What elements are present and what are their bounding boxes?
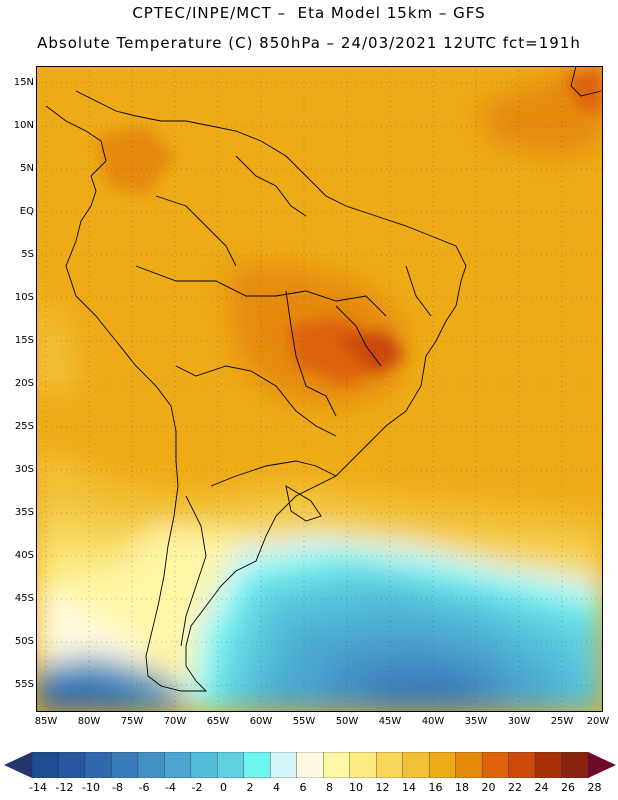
lat-label: 15S	[14, 335, 34, 346]
temperature-map	[36, 66, 603, 712]
colorbar-cell	[455, 752, 483, 778]
colorbar-label: 28	[587, 781, 602, 794]
lat-label: 35S	[14, 507, 34, 518]
lon-label: 85W	[34, 716, 58, 727]
colorbar-label: 20	[481, 781, 496, 794]
colorbar-cell	[375, 752, 404, 778]
lon-label: 50W	[335, 716, 359, 727]
colorbar-label: -12	[55, 781, 74, 794]
colorbar-label: 24	[534, 781, 549, 794]
colorbar-label: 2	[246, 781, 254, 794]
colorbar-label: 8	[326, 781, 333, 794]
colorbar-label: 14	[402, 781, 416, 794]
colorbar-label: 26	[561, 781, 575, 794]
colorbar-label: 0	[220, 781, 227, 794]
lat-label: 15N	[13, 77, 34, 88]
lat-label: 30S	[14, 464, 34, 475]
colorbar-cell	[323, 752, 351, 778]
map-frame	[36, 66, 603, 712]
lon-label: 65W	[206, 716, 230, 727]
lat-label: 5N	[20, 163, 34, 174]
colorbar-label: 18	[455, 781, 469, 794]
colorbar-label: -14	[29, 781, 47, 794]
colorbar-label: 12	[375, 781, 390, 794]
lon-label: 25W	[550, 716, 574, 727]
lat-label: 20S	[14, 378, 34, 389]
colorbar-cell	[508, 752, 536, 778]
coastlines	[45, 66, 602, 692]
lon-label: 35W	[464, 716, 488, 727]
colorbar-cell	[190, 752, 219, 778]
colorbar-label: -8	[112, 781, 123, 794]
lon-label: 20W	[586, 716, 610, 727]
lat-label: 40S	[14, 550, 34, 561]
lat-label: 45S	[14, 593, 34, 604]
colorbar-overflow-arrow	[588, 752, 616, 778]
lon-label: 40W	[421, 716, 445, 727]
colorbar-label: 16	[428, 781, 443, 794]
lon-label: 45W	[378, 716, 402, 727]
colorbar-cell	[111, 752, 139, 778]
lat-label: 10S	[14, 292, 34, 303]
lat-label: EQ	[19, 206, 34, 217]
colorbar-cell	[270, 752, 298, 778]
lon-label: 55W	[292, 716, 316, 727]
lon-label: 60W	[249, 716, 273, 727]
colorbar-label: -10	[82, 781, 100, 794]
lat-label: 10N	[13, 120, 34, 131]
colorbar-cell	[243, 752, 271, 778]
lat-label: 55S	[14, 679, 34, 690]
colorbar-cell	[349, 752, 377, 778]
colorbar-label: -6	[138, 781, 150, 794]
lat-label: 50S	[14, 636, 34, 647]
colorbar-cell	[561, 752, 589, 778]
colorbar-cell	[402, 752, 430, 778]
colorbar-label: 6	[299, 781, 307, 794]
map-subtitle: Absolute Temperature (C) 850hPa – 24/03/…	[37, 34, 581, 52]
colorbar-label: 22	[508, 781, 522, 794]
lat-label: 25S	[14, 421, 34, 432]
lon-label: 75W	[120, 716, 144, 727]
map-title: CPTEC/INPE/MCT – Eta Model 15km – GFS	[132, 4, 486, 22]
colorbar-cell	[137, 752, 166, 778]
colorbar-underflow-arrow	[4, 752, 32, 778]
colorbar-cell	[481, 752, 510, 778]
colorbar-cell	[428, 752, 457, 778]
colorbar-cell	[84, 752, 113, 778]
lat-label: 5S	[21, 249, 34, 260]
colorbar-cell	[534, 752, 563, 778]
lon-label: 30W	[507, 716, 531, 727]
colorbar-label: -2	[191, 781, 203, 794]
colorbar-cell	[164, 752, 192, 778]
colorbar-cell	[31, 752, 60, 778]
colorbar-cell	[217, 752, 245, 778]
colorbar-label: 10	[349, 781, 363, 794]
lon-label: 80W	[77, 716, 101, 727]
colorbar	[4, 752, 616, 778]
colorbar-cell	[296, 752, 324, 778]
colorbar-label: -4	[165, 781, 176, 794]
colorbar-cell	[58, 752, 86, 778]
colorbar-label: 4	[273, 781, 280, 794]
lon-label: 70W	[163, 716, 187, 727]
